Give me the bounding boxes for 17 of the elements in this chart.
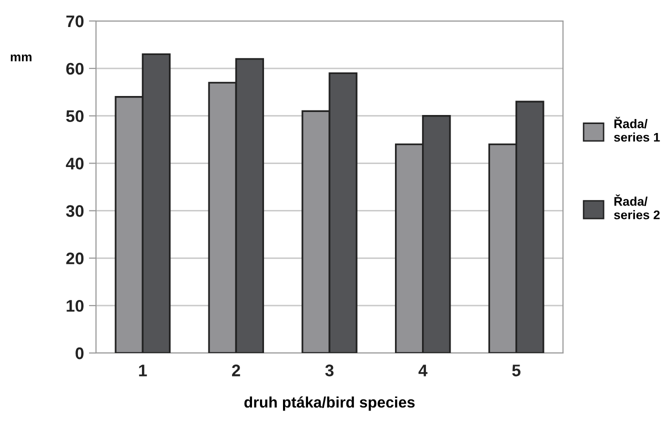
y-tick-label: 50	[66, 110, 84, 122]
y-tick-label: 20	[66, 252, 84, 264]
y-tick-label: 60	[66, 62, 84, 75]
y-tick-label: 10	[66, 300, 84, 312]
x-tick-label: 2	[232, 364, 240, 376]
x-tick-label: 4	[418, 364, 428, 376]
legend-label: Řada/ series 2	[614, 194, 660, 220]
y-axis-title: mm	[10, 54, 32, 62]
y-tick-label: 40	[66, 158, 84, 170]
x-tick-label: 3	[325, 364, 334, 376]
y-tick-label: 70	[66, 15, 84, 28]
y-tick-label: 30	[66, 205, 84, 217]
x-tick-label: 1	[139, 364, 147, 376]
x-tick-label: 5	[512, 364, 520, 376]
y-tick-label: 0	[76, 347, 84, 360]
legend-label: Řada/ series 1	[614, 116, 660, 142]
x-axis-title: druh ptáka/bird species	[244, 396, 415, 411]
